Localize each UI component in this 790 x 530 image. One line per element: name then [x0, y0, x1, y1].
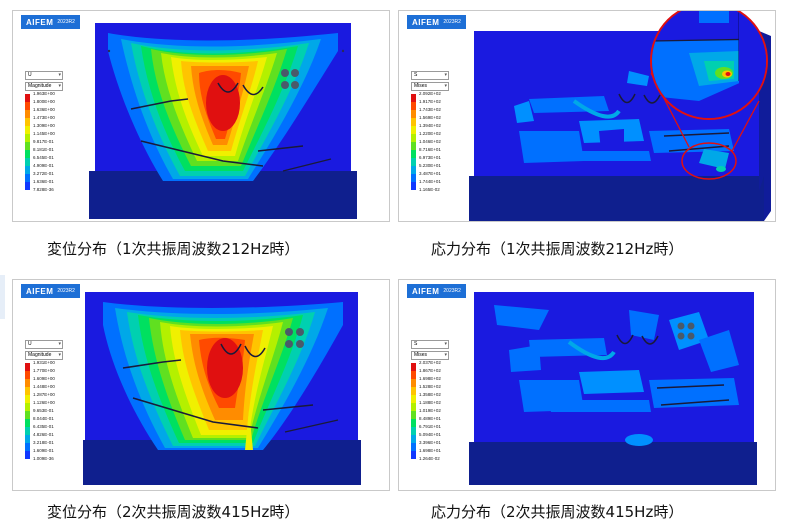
quantity-select[interactable]: Magnitude ▾	[25, 351, 63, 360]
legend-labels: 1.963E+00 1.800E+00 1.636E+00 1.473E+00 1.30…	[33, 91, 55, 192]
component-select[interactable]: U ▾	[25, 340, 63, 349]
chevron-down-icon: ▾	[444, 72, 447, 78]
legend-color-bar	[25, 94, 30, 194]
chevron-down-icon: ▾	[58, 352, 61, 358]
result-panel-displacement-415hz[interactable]: AIFEM 2023R2 U ▾ Magnitude ▾	[12, 279, 390, 491]
displacement-contour-view[interactable]	[13, 11, 390, 222]
brand-version: 2023R2	[443, 19, 461, 25]
brand-version: 2023R2	[57, 19, 75, 25]
chevron-down-icon: ▾	[58, 341, 61, 347]
brand-name: AIFEM	[26, 286, 54, 296]
caption-displacement-415hz: 変位分布（2次共振周波数415Hz時）	[47, 503, 300, 521]
legend-color-bar	[25, 363, 30, 463]
quantity-select[interactable]: Magnitude ▾	[25, 82, 63, 91]
base-rim	[89, 171, 357, 219]
caption-stress-415hz: 応力分布（2次共振周波数415Hz時）	[431, 503, 684, 521]
legend-color-bar	[411, 363, 416, 463]
quantity-select[interactable]: Mises ▾	[411, 351, 449, 360]
zoom-inset	[650, 11, 768, 120]
brand-version: 2023R2	[443, 288, 461, 294]
chevron-down-icon: ▾	[444, 352, 447, 358]
result-panel-stress-415hz[interactable]: AIFEM 2023R2 S ▾ Mises ▾	[398, 279, 776, 491]
brand-version: 2023R2	[57, 288, 75, 294]
contour-legend: U ▾ Magnitude ▾ 1.963E+00 1.800E+00 1.636E+0…	[25, 71, 63, 194]
contour-legend: S ▾ Mises ▾ 2.092E+02 1.917E+02 1.743E+02 1.5…	[411, 71, 449, 194]
component-select[interactable]: U ▾	[25, 71, 63, 80]
chevron-down-icon: ▾	[58, 83, 61, 89]
legend-labels: 2.092E+02 1.917E+02 1.743E+02 1.569E+02 1.39…	[419, 91, 441, 192]
stress-contour-view[interactable]	[399, 11, 776, 222]
caption-displacement-212hz: 変位分布（1次共振周波数212Hz時）	[47, 240, 300, 258]
chevron-down-icon: ▾	[58, 72, 61, 78]
quantity-select[interactable]: Mises ▾	[411, 82, 449, 91]
side-tab	[0, 275, 5, 319]
aifem-badge: AIFEM 2023R2	[407, 284, 466, 298]
component-select[interactable]: S ▾	[411, 340, 449, 349]
legend-labels: 2.037E+02 1.867E+02 1.698E+02 1.528E+02 1.35…	[419, 360, 441, 461]
legend-color-bar	[411, 94, 416, 194]
displacement-contour-view[interactable]	[13, 280, 390, 491]
legend-labels: 1.931E+00 1.770E+00 1.609E+00 1.448E+00 1.28…	[33, 360, 55, 461]
contour-legend: S ▾ Mises ▾ 2.037E+02 1.867E+02 1.698E+02 1.5…	[411, 340, 449, 463]
brand-name: AIFEM	[412, 286, 440, 296]
chevron-down-icon: ▾	[444, 341, 447, 347]
component-select[interactable]: S ▾	[411, 71, 449, 80]
result-panel-stress-212hz[interactable]: AIFEM 2023R2	[398, 10, 776, 222]
brand-name: AIFEM	[412, 17, 440, 27]
result-panel-displacement-212hz[interactable]: AIFEM 2023R2 U ▾ Magnitude ▾	[12, 10, 390, 222]
caption-stress-212hz: 応力分布（1次共振周波数212Hz時）	[431, 240, 684, 258]
contour-legend: U ▾ Magnitude ▾ 1.931E+00 1.770E+00 1.609E+0…	[25, 340, 63, 463]
aifem-badge: AIFEM 2023R2	[21, 284, 80, 298]
stress-contour-view[interactable]	[399, 280, 776, 491]
brand-name: AIFEM	[26, 17, 54, 27]
chevron-down-icon: ▾	[444, 83, 447, 89]
aifem-badge: AIFEM 2023R2	[407, 15, 466, 29]
aifem-badge: AIFEM 2023R2	[21, 15, 80, 29]
